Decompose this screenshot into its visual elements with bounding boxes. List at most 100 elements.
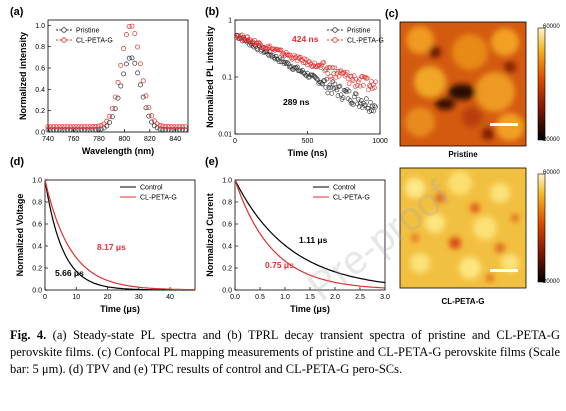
- data-point: [132, 31, 138, 37]
- annotation-424ns: 424 ns: [292, 34, 319, 44]
- x-axis-title: Time (ns): [288, 148, 328, 158]
- data-point: [140, 94, 146, 100]
- data-point: [137, 61, 143, 67]
- data-point: [351, 73, 357, 78]
- data-point: [335, 69, 341, 74]
- data-point: [157, 122, 163, 128]
- data-point: [371, 108, 376, 114]
- data-point: [255, 41, 261, 46]
- annotation-289ns: 289 ns: [283, 97, 310, 107]
- data-point: [300, 67, 305, 73]
- x-axis-title: Time (μs): [290, 304, 330, 314]
- data-point: [121, 46, 127, 51]
- legend-marker: [332, 27, 338, 33]
- data-point: [51, 124, 57, 130]
- data-point: [366, 87, 371, 93]
- y-tick-label: 1.0: [222, 178, 232, 185]
- data-point: [84, 124, 90, 130]
- series-line: [44, 179, 195, 291]
- data-point: [171, 127, 177, 133]
- data-point: [73, 124, 79, 130]
- data-point: [81, 127, 87, 133]
- caption-text: (a) Steady-state PL spectra and (b) TPRL…: [10, 328, 560, 376]
- y-tick-label: 0.0: [32, 288, 42, 295]
- data-point: [245, 34, 250, 40]
- data-point: [168, 127, 174, 133]
- data-point: [361, 83, 366, 88]
- data-point: [101, 121, 107, 127]
- data-point: [335, 93, 341, 99]
- data-point: [329, 76, 335, 82]
- x-tick-label: 3.0: [380, 294, 390, 301]
- data-point: [279, 52, 285, 57]
- x-tick-label: 1.0: [280, 294, 290, 301]
- data-point: [332, 65, 338, 71]
- data-point: [112, 106, 118, 112]
- y-tick-label: 0.6: [222, 222, 232, 229]
- data-point: [353, 91, 359, 97]
- data-point: [279, 56, 285, 62]
- y-tick-label: 0.2: [35, 108, 45, 115]
- chart-a-svg: 740 760 780 800 820 840 0.0 0.2 0.4 0.6 0.8 1.0 Wave…: [18, 19, 189, 156]
- data-point: [135, 44, 141, 50]
- data-point: [373, 104, 378, 110]
- chart-b: 0 500 1000 0.01 0.1 1 Time (ns) Normalized PL i…: [195, 0, 395, 165]
- data-point: [370, 103, 375, 109]
- data-point: [372, 85, 377, 91]
- data-point: [90, 127, 96, 133]
- y-tick-label: 0.4: [35, 87, 45, 94]
- data-point: [160, 127, 166, 132]
- confocal-map-pristine: [399, 21, 550, 150]
- y-tick-label: 0.0: [222, 288, 232, 295]
- data-point: [151, 118, 157, 124]
- data-point: [48, 127, 54, 133]
- colorbar-clpetag: [537, 173, 546, 283]
- data-point: [115, 95, 121, 101]
- data-point: [87, 124, 93, 130]
- data-point: [70, 124, 76, 130]
- y-tick-label: 1: [228, 18, 232, 25]
- data-point: [160, 123, 166, 129]
- panel-label-c: (c): [385, 8, 399, 20]
- data-point: [293, 64, 298, 70]
- data-point: [132, 60, 138, 66]
- data-point: [364, 96, 369, 101]
- data-point: [362, 103, 367, 108]
- legend-label: CL-PETA-G: [140, 195, 177, 202]
- data-point: [365, 75, 370, 81]
- data-point: [59, 127, 65, 133]
- data-point: [241, 37, 246, 43]
- data-point: [56, 124, 62, 130]
- data-point: [240, 32, 245, 38]
- data-point: [79, 124, 85, 130]
- data-point: [357, 100, 363, 106]
- data-point: [95, 123, 101, 129]
- data-point: [238, 32, 243, 38]
- legend-marker: [61, 37, 67, 43]
- data-point: [140, 78, 146, 84]
- data-point: [93, 124, 99, 129]
- data-point: [67, 127, 73, 133]
- x-tick-label: 0.5: [255, 294, 265, 301]
- data-point: [334, 87, 340, 93]
- data-point: [149, 119, 155, 125]
- data-point: [328, 85, 334, 90]
- x-tick-label: 0: [43, 294, 47, 301]
- scale-bar-clpetag: [490, 269, 518, 272]
- data-point: [146, 113, 152, 119]
- colorbar-bottom-min: 20000: [543, 279, 560, 285]
- plot-frame: [47, 19, 189, 133]
- data-point: [98, 126, 104, 132]
- data-point: [177, 127, 183, 133]
- x-tick-label: 740: [42, 136, 54, 143]
- data-point: [179, 127, 185, 133]
- data-point: [62, 127, 68, 133]
- data-point: [373, 79, 378, 85]
- data-point: [90, 124, 96, 130]
- legend-label: Control: [333, 185, 356, 192]
- data-point: [257, 41, 263, 46]
- panel-label-d: (d): [10, 156, 25, 168]
- data-point: [109, 114, 115, 120]
- data-point: [331, 86, 337, 91]
- y-tick-label: 0.8: [32, 200, 42, 207]
